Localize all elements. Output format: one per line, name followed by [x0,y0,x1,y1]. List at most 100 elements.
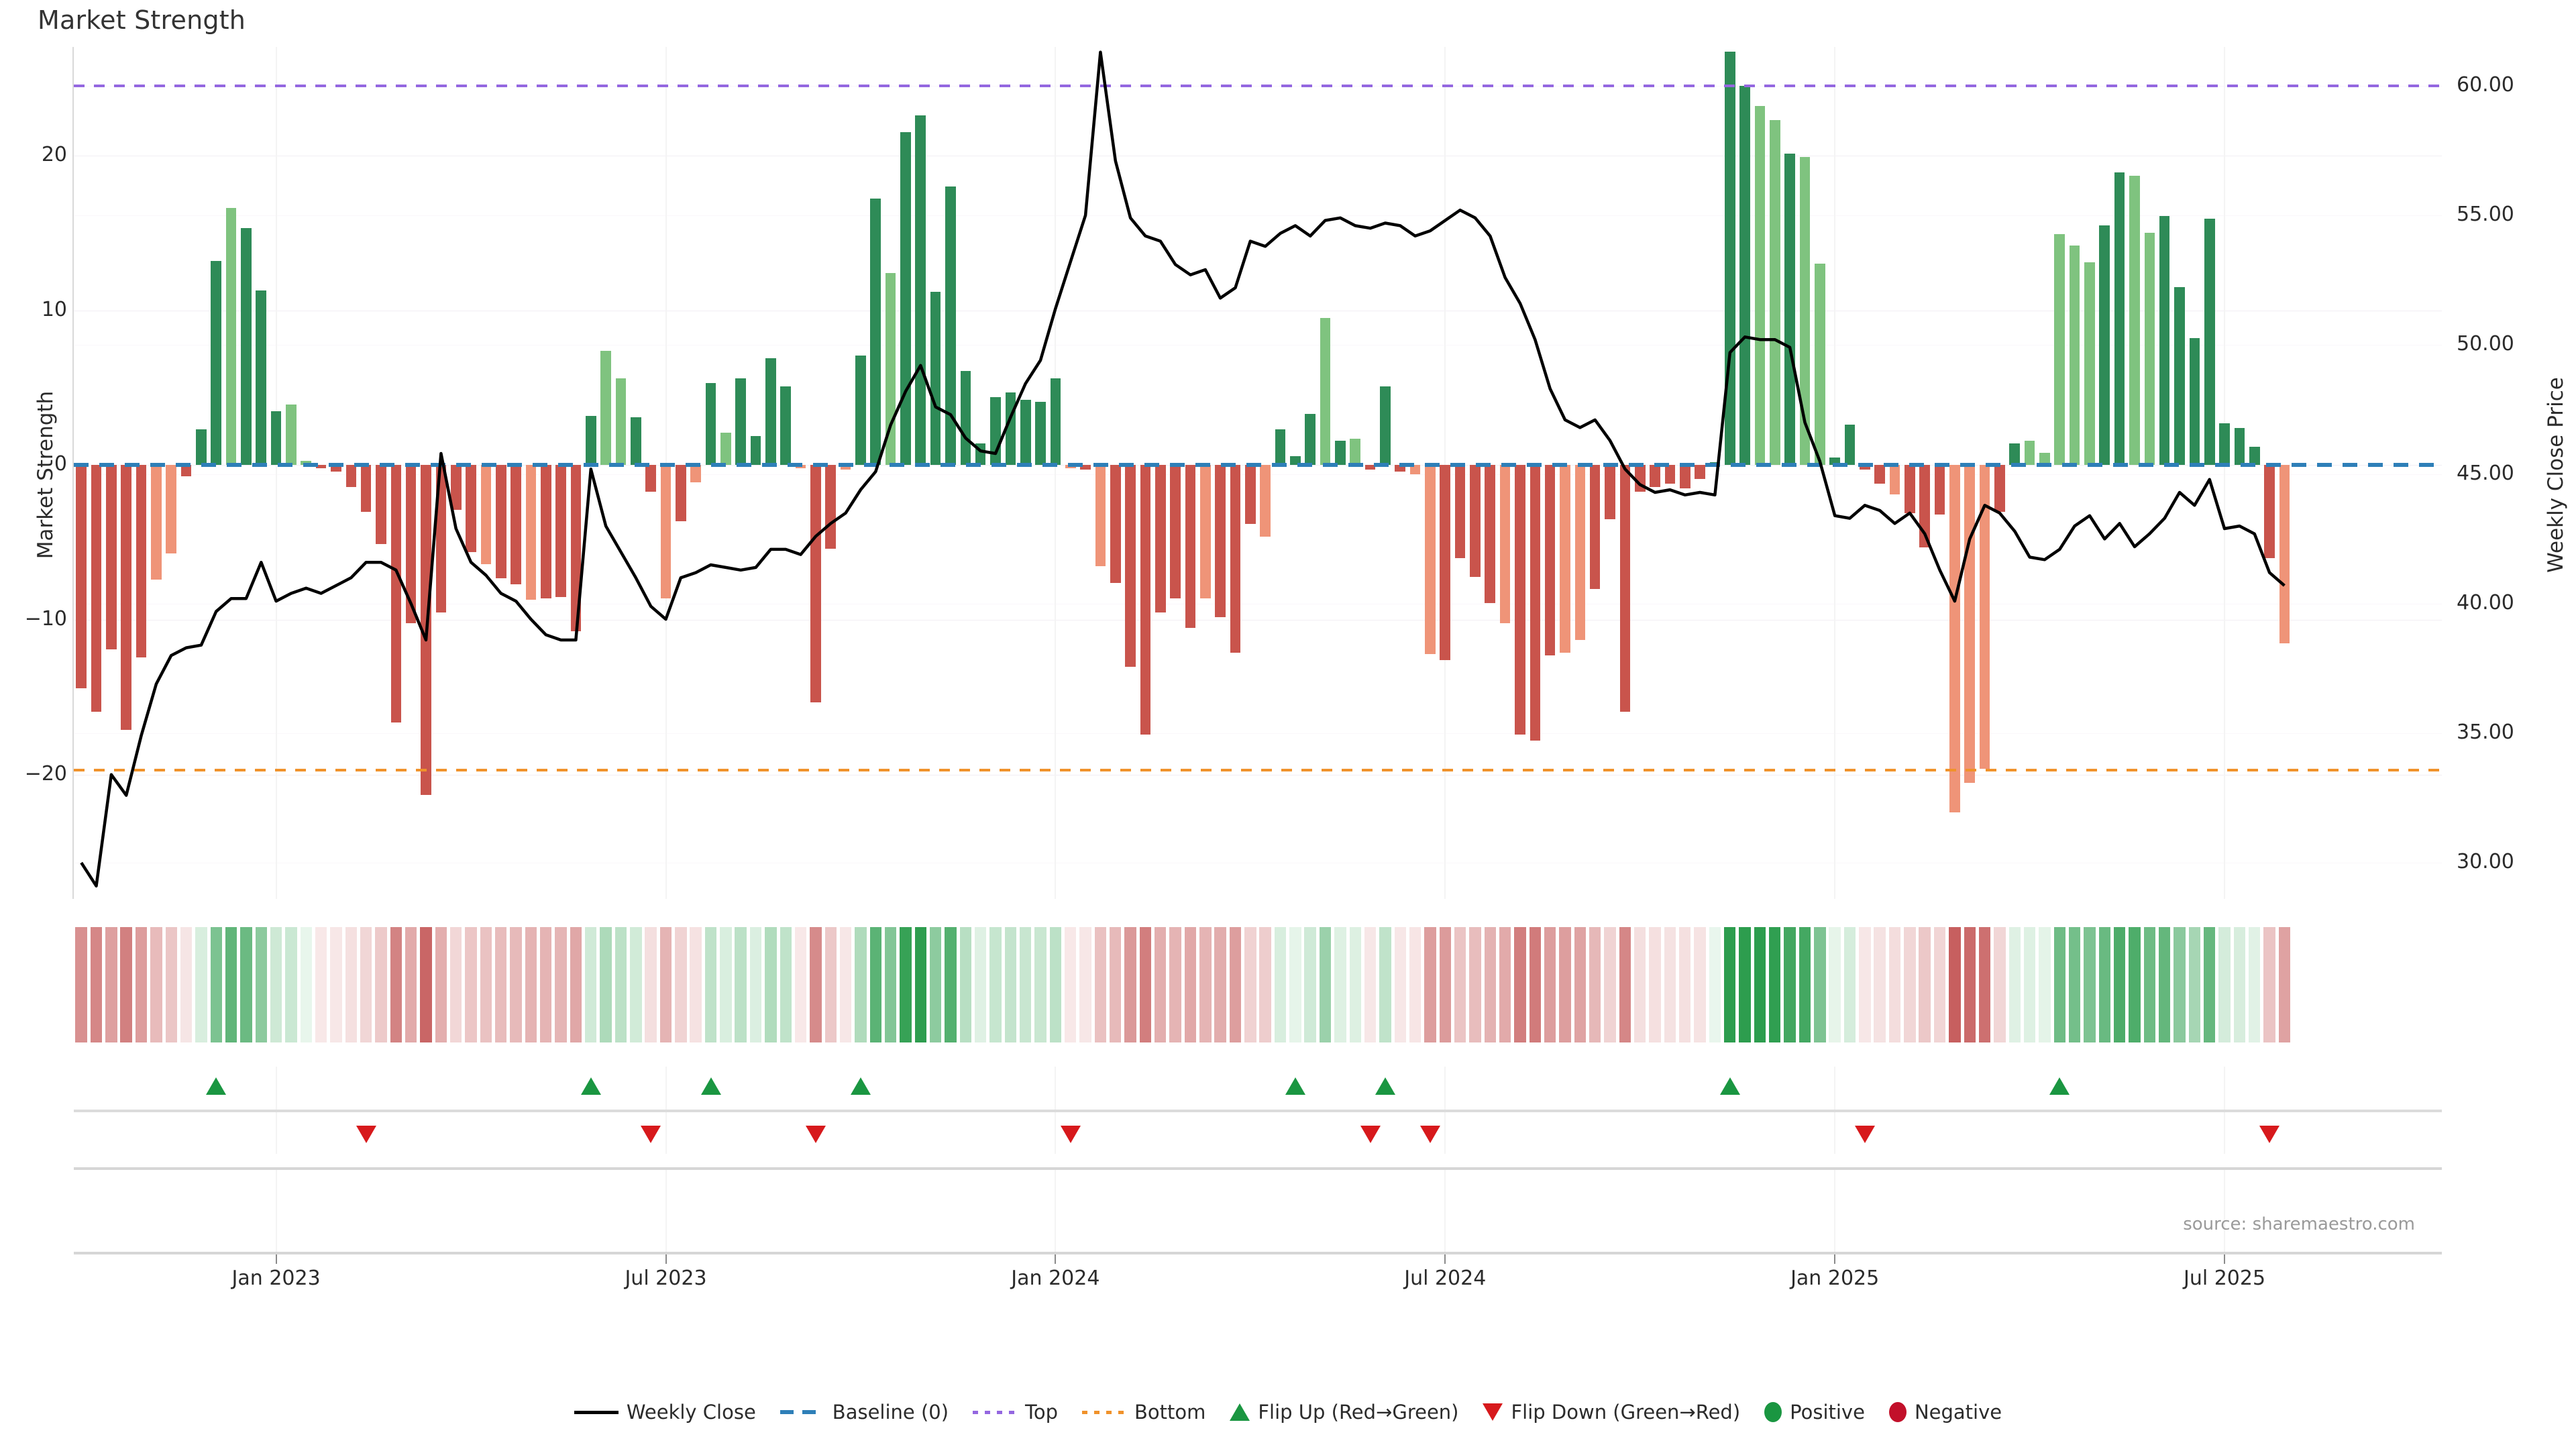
flip-down-marker-icon [356,1126,376,1143]
gridline-vertical [1444,1167,1446,1254]
heatmap-cell [1139,927,1152,1042]
strength-bar [511,465,521,585]
strength-bar [2159,215,2170,466]
strength-bar [495,465,506,579]
strength-bar [331,465,341,472]
heatmap-cell [2233,927,2246,1042]
threshold-bottom-line [74,769,2442,772]
strength-bar [180,465,192,476]
y-axis-left-tick-label: 10 [41,297,67,321]
strength-bar [2129,175,2140,466]
legend-item[interactable]: Positive [1764,1401,1865,1424]
strength-bar [1919,465,1930,547]
heatmap-cell [1529,927,1542,1042]
heatmap-cell [1994,927,2006,1042]
strength-bar [1769,119,1780,466]
heatmap-cell [929,927,942,1042]
strength-bar [106,465,117,650]
strength-bar [1199,465,1211,599]
heatmap-cell [2084,927,2096,1042]
flip-down-marker-icon [2259,1126,2280,1143]
gridline-vertical [665,1167,667,1254]
heatmap-cell [1619,927,1631,1042]
strength-bar [76,465,87,688]
heatmap-cell [1514,927,1526,1042]
strength-bar [1799,156,1811,466]
main-plot-area [72,47,2442,899]
strength-bar [660,465,672,599]
heatmap-cell [105,927,117,1042]
strength-bar [1409,465,1421,475]
main-chart-panel [72,47,2442,899]
strength-bar [1679,465,1690,489]
heatmap-cell [1933,927,1946,1042]
strength-bar [1110,465,1121,583]
legend-item[interactable]: Negative [1888,1401,2002,1424]
heatmap-cell [240,927,252,1042]
strength-bar [1949,465,1960,812]
x-axis-tick-label: Jan 2025 [1790,1267,1880,1290]
heatmap-cell [1184,927,1197,1042]
heatmap-cell [225,927,237,1042]
strength-bar [1230,465,1241,653]
gridline-horizontal-secondary [74,215,2442,216]
strength-bar [1245,465,1256,525]
heatmap-cell [1859,927,1871,1042]
heatmap-cell [330,927,342,1042]
y-axis-left-spine [72,47,74,899]
y-axis-left-tick-label: −20 [24,762,67,786]
heatmap-cell [2143,927,2156,1042]
dot-green-icon [1764,1402,1782,1422]
heatmap-cell [285,927,297,1042]
heatmap-cell [1334,927,1346,1042]
legend-item[interactable]: Top [973,1401,1058,1424]
strength-bar [1305,414,1316,466]
heatmap-cell [1499,927,1511,1042]
heatmap-cell [360,927,372,1042]
legend-item[interactable]: Weekly Close [574,1401,756,1424]
flip-up-marker-icon [206,1077,227,1095]
heatmap-cell [1079,927,1091,1042]
strength-bar [2264,465,2275,558]
legend-item[interactable]: Flip Up (Red→Green) [1230,1401,1458,1424]
legend-item[interactable]: Flip Down (Green→Red) [1483,1401,1740,1424]
legend-item[interactable]: Bottom [1081,1401,1206,1424]
strength-bar [825,465,837,549]
y-axis-left-tick-label: −10 [24,607,67,631]
strength-bar [360,465,372,512]
heatmap-cell [570,927,582,1042]
heatmap-cell [1709,927,1721,1042]
heatmap-cell [2188,927,2201,1042]
x-axis-tick-mark [1834,1254,1836,1264]
flip-up-marker-icon [700,1077,721,1095]
y-axis-right-tick-label: 55.00 [2457,202,2514,226]
strength-bar [525,465,537,600]
heatmap-cell [1978,927,1991,1042]
strength-bar [1589,465,1601,590]
source-annotation: source: sharemaestro.com [2183,1214,2415,1234]
strength-bar [1664,465,1676,484]
strength-bar [1515,465,1525,735]
strength-bar [2084,262,2095,466]
strength-bar [1454,465,1466,558]
heatmap-cell [1049,927,1062,1042]
legend-item[interactable]: Baseline (0) [780,1401,949,1424]
heatmap-cell [90,927,103,1042]
heatmap-cell [1349,927,1361,1042]
flip-up-marker-icon [2049,1077,2070,1095]
strength-bar [840,465,851,470]
threshold-top-line [74,84,2442,87]
strength-bar [1215,465,1226,617]
flip-down-marker-icon [641,1126,661,1143]
heatmap-cell [1814,927,1826,1042]
legend-item-label: Bottom [1134,1401,1206,1424]
strength-bar [1095,465,1106,566]
flip-down-marker-icon [1854,1126,1875,1143]
x-axis-tick-mark [1444,1254,1446,1264]
heatmap-cell [375,927,387,1042]
strength-bar [855,355,866,466]
heatmap-cell [1155,927,1167,1042]
heatmap-cell [869,927,881,1042]
heatmap-cell [1394,927,1406,1042]
